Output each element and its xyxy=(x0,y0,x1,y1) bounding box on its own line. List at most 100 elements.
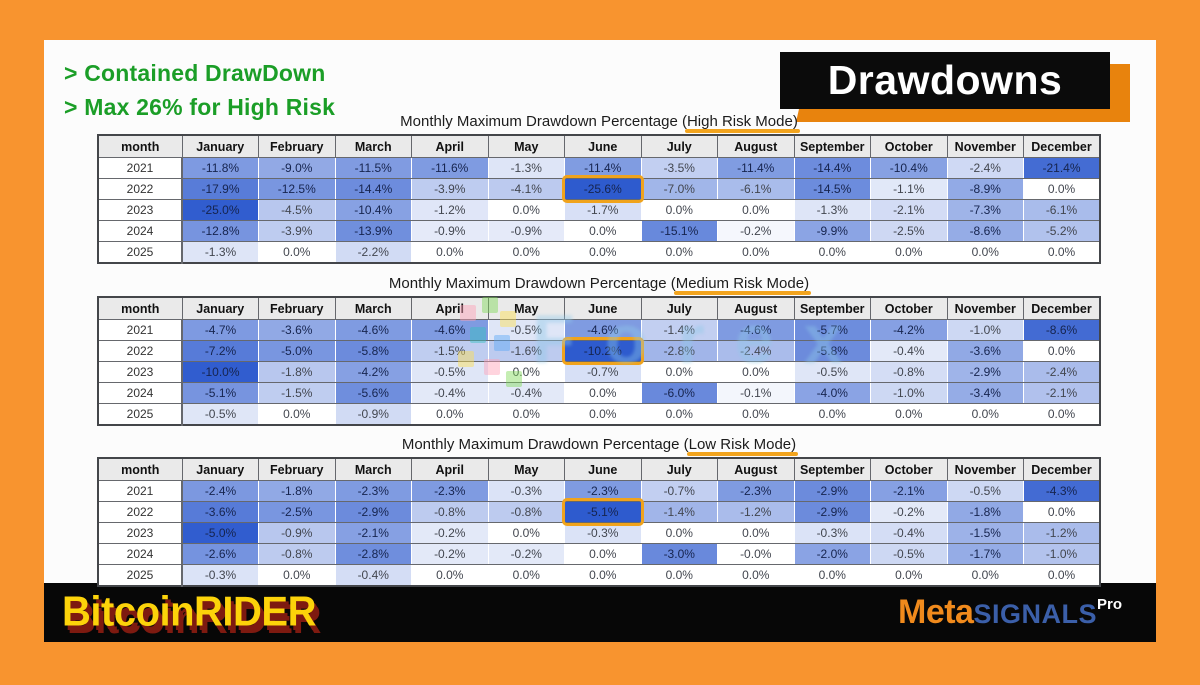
drawdown-cell: -0.3% xyxy=(793,522,871,544)
drawdown-cell: 0.0% xyxy=(564,403,642,426)
page-title: Drawdowns xyxy=(827,57,1063,103)
drawdown-cell: 0.0% xyxy=(946,564,1024,587)
drawdown-cell: -1.0% xyxy=(1023,543,1101,565)
drawdown-cell: -21.4% xyxy=(1023,157,1101,179)
drawdown-cell: -7.2% xyxy=(181,340,259,362)
drawdown-cell: -4.6% xyxy=(717,319,795,341)
risk-mode-label: High Risk Mode) xyxy=(686,113,798,130)
drawdown-cell: 0.0% xyxy=(1023,501,1101,523)
metasignals-logo: MetaSIGNALSPro xyxy=(898,593,1122,631)
drawdown-cell: -1.8% xyxy=(946,501,1024,523)
drawdown-cell: -0.5% xyxy=(870,543,948,565)
drawdown-table-medium-host: month January February March April May June Jul… xyxy=(97,296,1101,426)
drawdown-cell: -2.9% xyxy=(793,501,871,523)
year-cell: 2023 xyxy=(97,199,183,221)
drawdown-cell: -1.2% xyxy=(1023,522,1101,544)
drawdown-cell: -0.4% xyxy=(334,564,412,587)
column-header: November xyxy=(946,134,1024,158)
drawdown-cell: -2.4% xyxy=(181,480,259,502)
drawdown-cell: 0.0% xyxy=(793,564,871,587)
year-cell: 2021 xyxy=(97,319,183,341)
drawdown-cell: -7.0% xyxy=(640,178,718,200)
column-header: October xyxy=(870,134,948,158)
drawdown-cell: -1.4% xyxy=(640,319,718,341)
drawdown-cell: -0.2% xyxy=(717,220,795,242)
drawdown-cell: -1.7% xyxy=(946,543,1024,565)
drawdown-cell: -2.3% xyxy=(564,480,642,502)
drawdown-cell: -0.0% xyxy=(717,543,795,565)
column-header: month xyxy=(97,457,183,481)
drawdown-cell: -11.4% xyxy=(717,157,795,179)
drawdown-cell: -0.8% xyxy=(258,543,336,565)
key-points: > Contained DrawDown > Max 26% for High … xyxy=(64,56,335,124)
drawdown-cell: -1.2% xyxy=(411,199,489,221)
drawdown-cell: -2.9% xyxy=(793,480,871,502)
drawdown-cell: -2.5% xyxy=(870,220,948,242)
drawdown-cell: -2.0% xyxy=(793,543,871,565)
column-header: September xyxy=(793,134,871,158)
year-cell: 2024 xyxy=(97,382,183,404)
column-header: August xyxy=(717,457,795,481)
drawdown-cell: -2.6% xyxy=(181,543,259,565)
drawdown-cell: -2.1% xyxy=(870,199,948,221)
drawdown-cell: -12.5% xyxy=(258,178,336,200)
drawdown-cell: -0.4% xyxy=(870,340,948,362)
drawdown-cell: -0.4% xyxy=(411,382,489,404)
drawdown-cell: -4.2% xyxy=(870,319,948,341)
drawdown-cell: -3.6% xyxy=(946,340,1024,362)
drawdown-cell: -1.2% xyxy=(717,501,795,523)
drawdown-cell: -10.2% xyxy=(562,337,644,366)
drawdown-cell: -0.8% xyxy=(870,361,948,383)
column-header: June xyxy=(564,296,642,320)
column-header: March xyxy=(334,134,412,158)
medium-risk-table-title: Monthly Maximum Drawdown Percentage (Med… xyxy=(97,274,1101,294)
drawdown-cell: 0.0% xyxy=(564,220,642,242)
drawdown-cell: -2.3% xyxy=(717,480,795,502)
drawdown-cell: -2.2% xyxy=(334,241,412,264)
column-header: April xyxy=(411,134,489,158)
drawdown-cell: -2.9% xyxy=(946,361,1024,383)
drawdown-cell: -1.5% xyxy=(411,340,489,362)
column-header: March xyxy=(334,296,412,320)
drawdown-cell: 0.0% xyxy=(793,241,871,264)
high-risk-table-title: Monthly Maximum Drawdown Percentage (Hig… xyxy=(97,112,1101,132)
drawdown-cell: 0.0% xyxy=(717,522,795,544)
column-header: October xyxy=(870,296,948,320)
drawdown-cell: -4.3% xyxy=(1023,480,1101,502)
column-header: March xyxy=(334,457,412,481)
drawdown-cell: -11.8% xyxy=(181,157,259,179)
drawdown-cell: -10.4% xyxy=(334,199,412,221)
column-header: April xyxy=(411,296,489,320)
drawdown-cell: -10.0% xyxy=(181,361,259,383)
drawdown-cell: -3.9% xyxy=(258,220,336,242)
drawdown-cell: -0.3% xyxy=(564,522,642,544)
column-header: November xyxy=(946,457,1024,481)
drawdown-cell: -2.1% xyxy=(334,522,412,544)
year-cell: 2022 xyxy=(97,501,183,523)
drawdown-cell: -0.3% xyxy=(181,564,259,587)
year-cell: 2025 xyxy=(97,241,183,264)
year-cell: 2024 xyxy=(97,220,183,242)
drawdown-cell: -1.8% xyxy=(258,480,336,502)
drawdown-cell: -4.0% xyxy=(793,382,871,404)
drawdown-cell: 0.0% xyxy=(487,361,565,383)
drawdown-cell: 0.0% xyxy=(717,564,795,587)
drawdown-cell: 0.0% xyxy=(717,199,795,221)
drawdown-cell: -1.7% xyxy=(564,199,642,221)
column-header: August xyxy=(717,134,795,158)
column-header: December xyxy=(1023,457,1101,481)
year-cell: 2025 xyxy=(97,403,183,426)
drawdown-cell: -0.8% xyxy=(487,501,565,523)
drawdown-cell: -0.9% xyxy=(411,220,489,242)
drawdown-cell: 0.0% xyxy=(1023,340,1101,362)
drawdown-cell: -17.9% xyxy=(181,178,259,200)
drawdown-cell: -4.6% xyxy=(334,319,412,341)
drawdown-cell: -1.3% xyxy=(487,157,565,179)
drawdown-cell: 0.0% xyxy=(640,199,718,221)
column-header: June xyxy=(564,134,642,158)
drawdown-cell: 0.0% xyxy=(487,522,565,544)
drawdown-cell: -2.8% xyxy=(334,543,412,565)
drawdown-cell: 0.0% xyxy=(717,241,795,264)
drawdown-cell: -0.8% xyxy=(411,501,489,523)
risk-mode-label: Low Risk Mode) xyxy=(688,436,797,453)
